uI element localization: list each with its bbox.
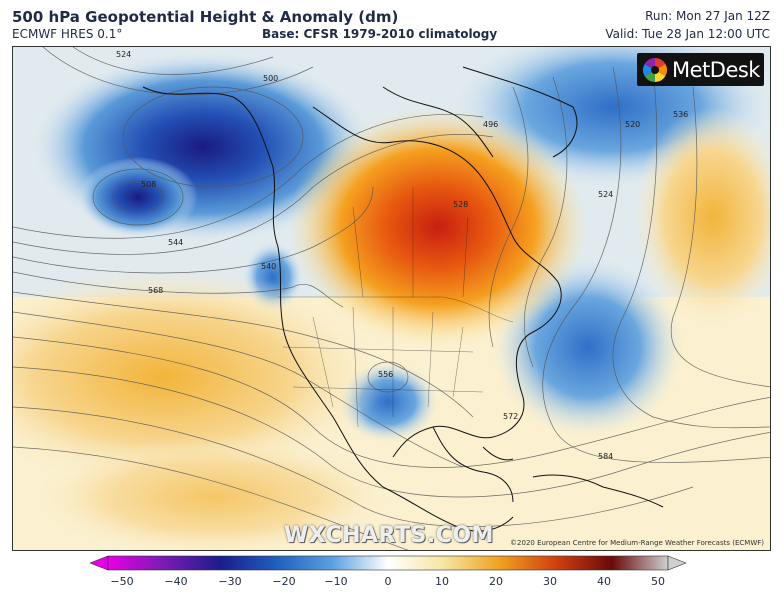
contour-label: 500 <box>263 74 278 83</box>
climatology-base: Base: CFSR 1979-2010 climatology <box>262 27 498 41</box>
metdesk-logo-icon <box>642 57 668 82</box>
contour-label: 524 <box>598 190 613 199</box>
colorbar: −50 −40 −30 −20 −10 0 10 20 30 40 50 <box>0 553 784 600</box>
contour-label: 572 <box>503 412 518 421</box>
contour-label: 556 <box>378 370 393 379</box>
colorbar-tick: −50 <box>110 575 134 588</box>
contour-labels: 524 508 500 496 520 536 524 528 544 568 … <box>116 50 688 461</box>
model-name: ECMWF HRES 0.1° <box>12 27 123 41</box>
ecmwf-credit: ©2020 European Centre for Medium-Range W… <box>510 539 764 547</box>
forecast-map: 524 508 500 496 520 536 524 528 544 568 … <box>12 46 771 551</box>
contour-label: 520 <box>625 120 640 129</box>
metdesk-logo: MetDesk <box>637 53 764 86</box>
contour-label: 508 <box>141 180 156 189</box>
colorbar-tick: 50 <box>651 575 665 588</box>
contour-label: 496 <box>483 120 498 129</box>
chart-title: 500 hPa Geopotential Height & Anomaly (d… <box>12 8 399 26</box>
valid-time: Valid: Tue 28 Jan 12:00 UTC <box>605 27 770 41</box>
anomaly-field: 524 508 500 496 520 536 524 528 544 568 … <box>13 47 770 550</box>
metdesk-name: MetDesk <box>672 57 760 82</box>
contour-label: 584 <box>598 452 613 461</box>
colorbar-tick: 10 <box>435 575 449 588</box>
height-contours <box>13 47 770 550</box>
contour-label: 540 <box>261 262 276 271</box>
colorbar-tick: −20 <box>272 575 296 588</box>
colorbar-tick: −10 <box>324 575 348 588</box>
wxcharts-watermark: WXCHARTS.COM <box>284 523 494 548</box>
contour-label: 536 <box>673 110 688 119</box>
contour-label: 568 <box>148 286 163 295</box>
coastlines <box>142 66 664 532</box>
contour-label: 528 <box>453 200 468 209</box>
chart-header: 500 hPa Geopotential Height & Anomaly (d… <box>0 0 784 46</box>
colorbar-tick: 20 <box>489 575 503 588</box>
colorbar-tick: −30 <box>218 575 242 588</box>
colorbar-tick: 0 <box>384 575 392 588</box>
colorbar-scale <box>89 555 687 571</box>
run-time: Run: Mon 27 Jan 12Z <box>645 9 770 23</box>
colorbar-tick: −40 <box>164 575 188 588</box>
contour-label: 524 <box>116 50 131 59</box>
borders <box>277 187 514 428</box>
colorbar-tick: 30 <box>543 575 557 588</box>
contour-label: 544 <box>168 238 183 247</box>
colorbar-tick: 40 <box>597 575 611 588</box>
